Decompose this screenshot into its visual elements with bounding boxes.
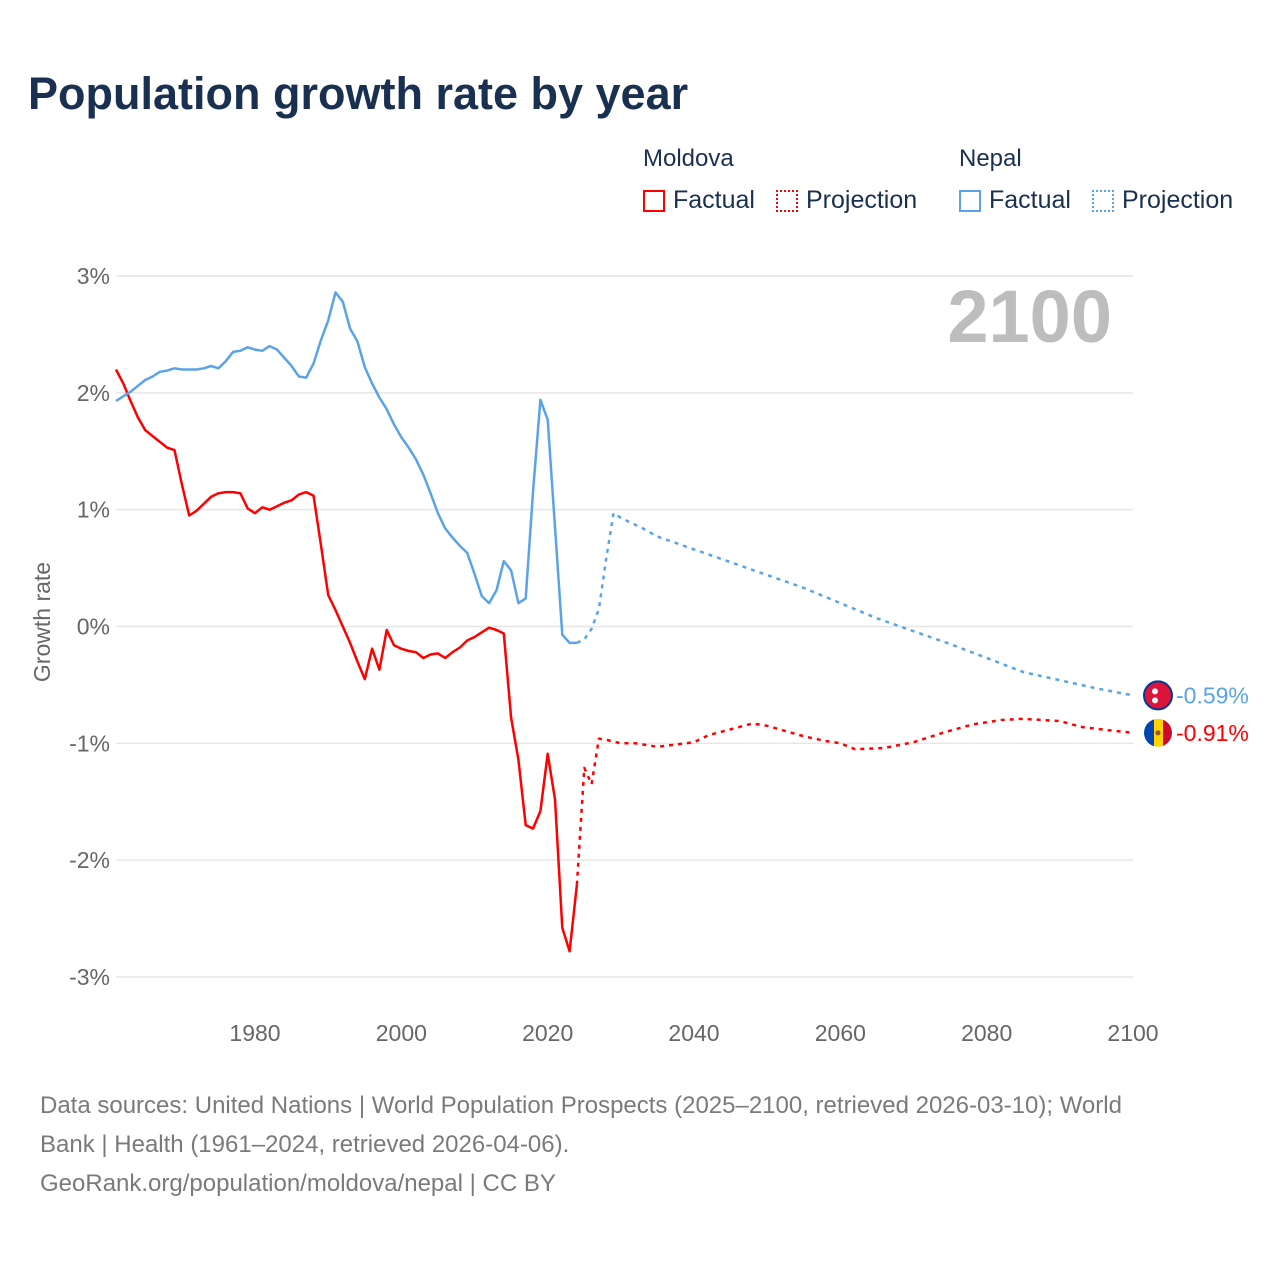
legend-swatch: [643, 189, 665, 212]
legend-moldova-projection[interactable]: Projection: [776, 186, 917, 215]
x-tick-label: 1980: [229, 1020, 280, 1046]
nepal-flag-sun: [1152, 697, 1158, 704]
year-label: 2100: [947, 275, 1112, 358]
moldova-flag-icon: [1144, 718, 1172, 747]
chart-title: Population growth rate by year: [28, 68, 689, 119]
legend-nepal-factual[interactable]: Factual: [959, 186, 1071, 215]
x-tick-label: 2000: [376, 1020, 427, 1046]
x-tick-label: 2060: [815, 1020, 866, 1046]
series-line-moldova-factual: [114, 368, 579, 953]
y-tick-label: 1%: [77, 497, 110, 523]
legend-label: Factual: [673, 186, 755, 214]
nepal-end-value: -0.59%: [1176, 682, 1249, 708]
legend-group-nepal: Nepal: [959, 145, 1022, 172]
legend-group-moldova: Moldova: [643, 145, 734, 172]
x-tick-label: 2100: [1107, 1020, 1158, 1046]
y-tick-label: 3%: [77, 263, 110, 289]
x-tick-label: 2040: [668, 1020, 719, 1046]
y-axis-label: Growth rate: [29, 562, 55, 682]
legend-label: Factual: [989, 186, 1071, 214]
legend-swatch: [1092, 189, 1114, 212]
moldova-end-value: -0.91%: [1176, 720, 1249, 746]
series-line-nepal-projection: [576, 511, 1134, 697]
footer-sources-1: Data sources: United Nations | World Pop…: [40, 1092, 1122, 1119]
nepal-flag-icon: [1143, 680, 1173, 711]
footer-link[interactable]: GeoRank.org/population/moldova/nepal | C…: [40, 1170, 556, 1197]
nepal-flag-moon: [1152, 688, 1158, 695]
y-tick-label: 0%: [77, 614, 110, 640]
legend-label: Projection: [806, 186, 918, 214]
legend-moldova-factual[interactable]: Factual: [643, 186, 755, 215]
y-tick-label: 2%: [77, 380, 110, 406]
legend-label: Projection: [1122, 186, 1234, 214]
y-tick-label: -3%: [69, 964, 110, 990]
x-tick-label: 2080: [961, 1020, 1012, 1046]
flag-stripe-red: [1163, 718, 1172, 747]
flag-stripe-blue: [1144, 718, 1154, 747]
flag-emblem: [1155, 730, 1161, 736]
legend-nepal-projection[interactable]: Projection: [1092, 186, 1233, 215]
legend-swatch: [959, 189, 981, 212]
footer-sources-2: Bank | Health (1961–2024, retrieved 2026…: [40, 1131, 570, 1158]
y-tick-label: -1%: [69, 730, 110, 756]
y-tick-label: -2%: [69, 847, 110, 873]
x-tick-label: 2020: [522, 1020, 573, 1046]
series-line-nepal-factual: [115, 291, 577, 645]
legend-swatch: [776, 189, 798, 212]
